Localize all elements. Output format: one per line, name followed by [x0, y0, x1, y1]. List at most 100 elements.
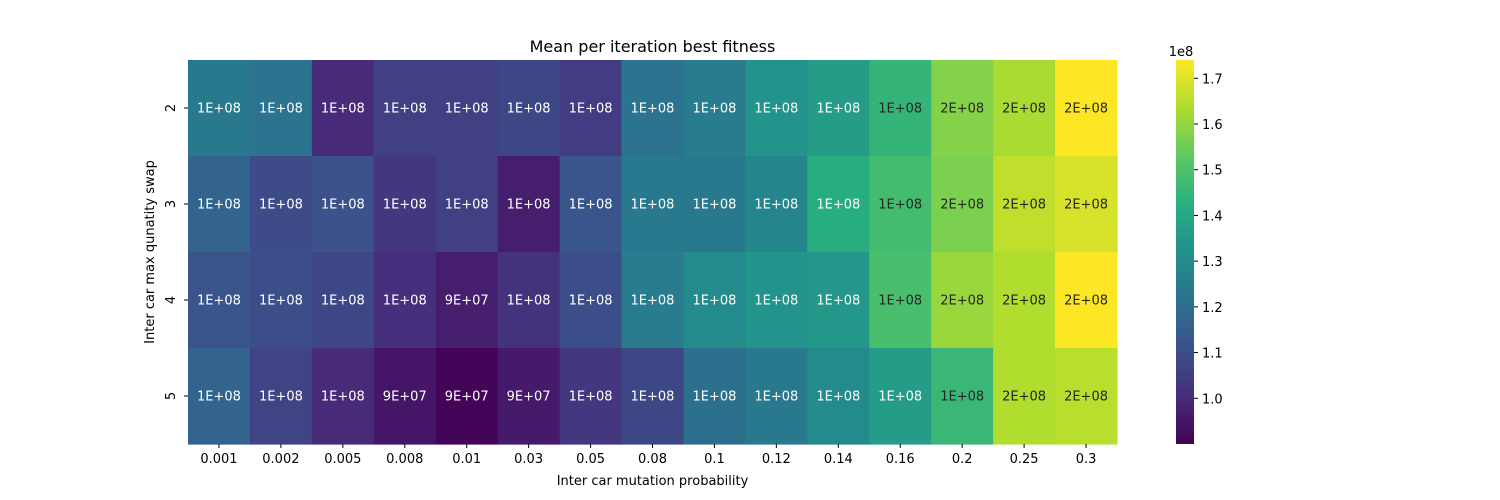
heatmap-cell — [807, 252, 870, 349]
heatmap-cell — [188, 252, 251, 349]
heatmap-cell — [745, 156, 808, 253]
cell-value-label: 1E+08 — [692, 294, 736, 309]
heatmap-cell — [993, 252, 1056, 349]
heatmap-cell — [497, 156, 561, 253]
colorbar-tick-label: 1.6 — [1202, 118, 1223, 133]
cell-value-label: 1E+08 — [197, 102, 241, 117]
heatmap-cell — [373, 60, 437, 157]
heatmap-cell — [621, 156, 685, 253]
cell-value-label: 1E+08 — [816, 102, 860, 117]
cell-value-label: 1E+08 — [507, 198, 551, 213]
heatmap-cell — [311, 252, 375, 349]
cell-value-label: 1E+08 — [816, 294, 860, 309]
x-axis-label: Inter car mutation probability — [557, 474, 749, 489]
heatmap-cell — [621, 60, 685, 157]
cell-value-label: 9E+07 — [507, 390, 551, 405]
cell-value-label: 9E+07 — [383, 390, 427, 405]
x-tick-label: 0.12 — [762, 452, 791, 467]
cell-value-label: 2E+08 — [1064, 102, 1108, 117]
heatmap-cell — [311, 60, 375, 157]
heatmap-cell — [559, 60, 623, 157]
cell-value-label: 1E+08 — [692, 102, 736, 117]
cell-value-label: 1E+08 — [754, 294, 798, 309]
colorbar-axis: 1.0 1.1 1.2 1.3 1.4 1.5 1.6 1.7 — [1194, 72, 1223, 407]
heatmap-cell — [621, 252, 685, 349]
cell-value-label: 1E+08 — [569, 102, 613, 117]
x-tick-label: 0.005 — [324, 452, 361, 467]
heatmap-cell — [869, 60, 932, 157]
heatmap-cell — [311, 348, 375, 445]
heatmap-cell — [373, 252, 437, 349]
cell-value-label: 1E+08 — [754, 390, 798, 405]
cell-value-label: 2E+08 — [940, 198, 984, 213]
heatmap-cell — [497, 252, 561, 349]
cell-value-label: 1E+08 — [197, 198, 241, 213]
cell-value-label: 1E+08 — [197, 294, 241, 309]
heatmap-cell — [931, 348, 994, 445]
heatmap-cell — [435, 252, 499, 349]
x-axis: 0.001 0.002 0.005 0.008 0.01 0.03 0.05 0.08 0.1 0… — [200, 444, 1096, 467]
colorbar-offset-label: 1e8 — [1169, 45, 1194, 60]
cell-value-label: 2E+08 — [940, 294, 984, 309]
cell-value-label: 1E+08 — [631, 390, 675, 405]
cell-value-label: 2E+08 — [1064, 198, 1108, 213]
cell-value-label: 2E+08 — [1002, 102, 1046, 117]
heatmap-cell-labels: 1E+08 1E+08 1E+08 1E+08 1E+08 1E+08 1E+08 1E+08… — [197, 102, 1108, 405]
heatmap-cell — [807, 156, 870, 253]
cell-value-label: 1E+08 — [507, 294, 551, 309]
heatmap-cell — [1055, 60, 1118, 157]
heatmap-cell — [993, 348, 1056, 445]
cell-value-label: 1E+08 — [321, 198, 365, 213]
cell-value-label: 1E+08 — [692, 390, 736, 405]
heatmap-cell — [745, 348, 808, 445]
heatmap-cell — [931, 252, 994, 349]
colorbar-tick-label: 1.4 — [1202, 209, 1223, 224]
cell-value-label: 1E+08 — [569, 198, 613, 213]
heatmap-cell — [188, 60, 251, 157]
heatmap-cell — [559, 252, 623, 349]
heatmap-cell — [807, 60, 870, 157]
x-tick-label: 0.2 — [952, 452, 973, 467]
heatmap-cell — [249, 252, 313, 349]
chart-title: Mean per iteration best fitness — [530, 37, 776, 56]
cell-value-label: 1E+08 — [321, 390, 365, 405]
heatmap-cell — [869, 348, 932, 445]
cell-value-label: 1E+08 — [816, 198, 860, 213]
cell-value-label: 1E+08 — [197, 390, 241, 405]
cell-value-label: 1E+08 — [878, 294, 922, 309]
heatmap-cell — [745, 252, 808, 349]
heatmap-cell — [373, 156, 437, 253]
cell-value-label: 1E+08 — [692, 198, 736, 213]
heatmap-cell — [435, 348, 499, 445]
x-tick-label: 0.25 — [1010, 452, 1039, 467]
heatmap-cell — [745, 60, 808, 157]
cell-value-label: 1E+08 — [321, 294, 365, 309]
cell-value-label: 9E+07 — [445, 294, 489, 309]
heatmap-cell — [249, 348, 313, 445]
heatmap-cell — [993, 156, 1056, 253]
heatmap-cell — [1055, 252, 1118, 349]
heatmap-cell — [188, 348, 251, 445]
heatmap-cell — [869, 252, 932, 349]
heatmap-cell — [188, 156, 251, 253]
cell-value-label: 1E+08 — [259, 294, 303, 309]
cell-value-label: 1E+08 — [940, 390, 984, 405]
heatmap-cell — [869, 156, 932, 253]
heatmap-cell — [435, 60, 499, 157]
heatmap-cell — [683, 348, 746, 445]
cell-value-label: 2E+08 — [1002, 198, 1046, 213]
x-tick-label: 0.03 — [514, 452, 543, 467]
cell-value-label: 1E+08 — [445, 198, 489, 213]
cell-value-label: 2E+08 — [1064, 294, 1108, 309]
heatmap-cell — [683, 60, 746, 157]
heatmap-cell — [1055, 348, 1118, 445]
cell-value-label: 2E+08 — [1002, 390, 1046, 405]
cell-value-label: 1E+08 — [569, 294, 613, 309]
colorbar-tick-label: 1.7 — [1202, 72, 1223, 87]
cell-value-label: 1E+08 — [383, 294, 427, 309]
cell-value-label: 1E+08 — [259, 102, 303, 117]
colorbar-tick-label: 1.1 — [1202, 347, 1223, 362]
heatmap-cell — [559, 156, 623, 253]
cell-value-label: 1E+08 — [878, 102, 922, 117]
